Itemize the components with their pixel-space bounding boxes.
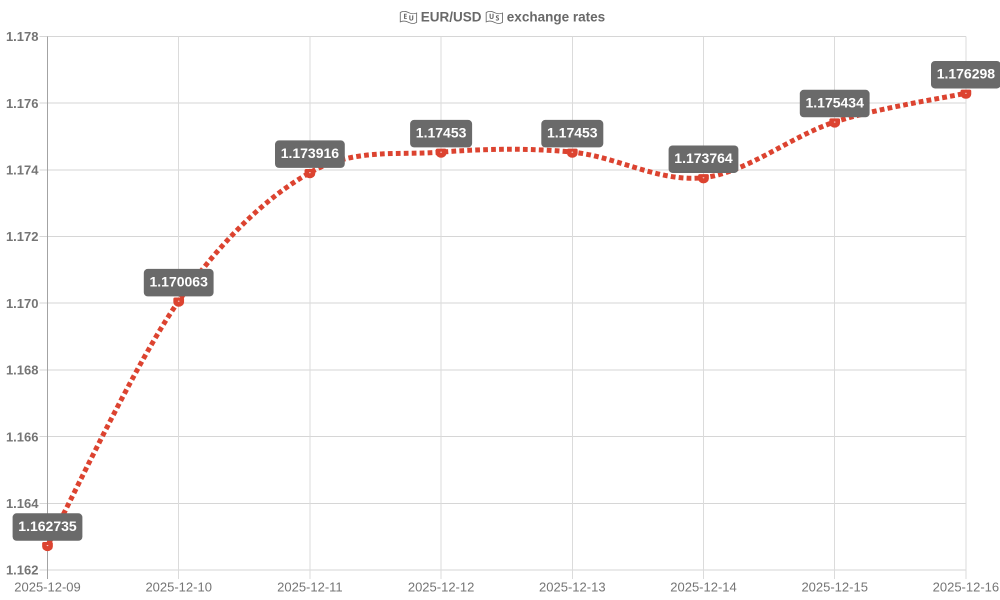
svg-text:1.162: 1.162 (6, 563, 39, 578)
svg-text:2025-12-16: 2025-12-16 (933, 580, 1000, 595)
svg-text:2025-12-14: 2025-12-14 (670, 580, 737, 595)
svg-text:1.166: 1.166 (6, 429, 39, 444)
svg-text:2025-12-11: 2025-12-11 (277, 580, 343, 595)
svg-text:1.178: 1.178 (6, 29, 39, 44)
svg-text:1.164: 1.164 (6, 496, 39, 511)
svg-text:2025-12-15: 2025-12-15 (801, 580, 868, 595)
svg-text:1.172: 1.172 (6, 229, 39, 244)
svg-text:2025-12-09: 2025-12-09 (14, 580, 81, 595)
svg-text:EUR/USD: EUR/USD (421, 9, 482, 24)
svg-text:1.170: 1.170 (6, 296, 39, 311)
svg-text:1.174: 1.174 (6, 163, 39, 178)
svg-text:2025-12-12: 2025-12-12 (408, 580, 475, 595)
svg-text:2025-12-10: 2025-12-10 (145, 580, 212, 595)
svg-text:1.175434: 1.175434 (805, 94, 864, 110)
svg-text:1.173916: 1.173916 (281, 145, 340, 161)
svg-text:1.176: 1.176 (6, 96, 39, 111)
svg-text:1.17453: 1.17453 (416, 125, 467, 141)
svg-text:1.173764: 1.173764 (674, 150, 733, 166)
svg-text:2025-12-13: 2025-12-13 (539, 580, 606, 595)
svg-text:1.162735: 1.162735 (18, 518, 77, 534)
svg-text:1.168: 1.168 (6, 363, 39, 378)
svg-text:1.17453: 1.17453 (547, 125, 598, 141)
svg-text:exchange rates: exchange rates (507, 9, 605, 24)
svg-text:1.170063: 1.170063 (149, 274, 208, 290)
svg-text:1.176298: 1.176298 (937, 66, 996, 82)
